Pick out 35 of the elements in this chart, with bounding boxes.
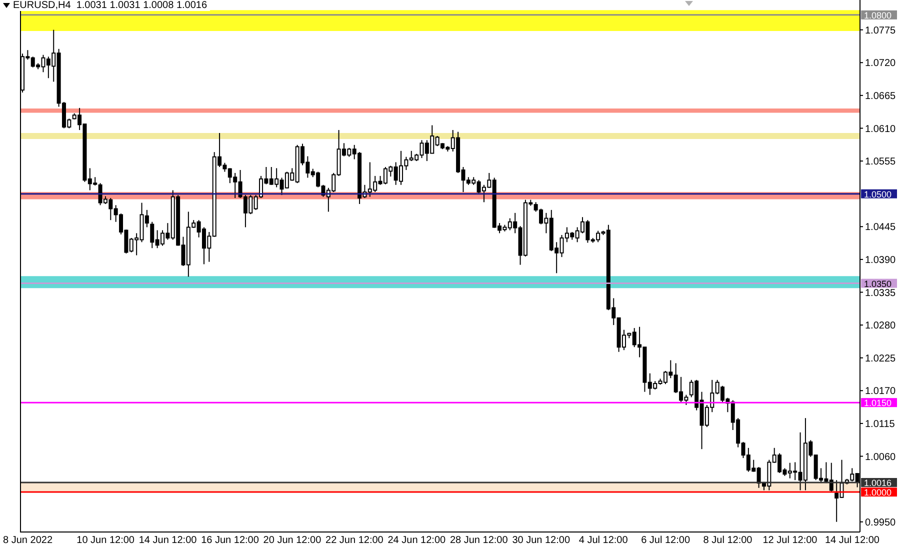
ref-line-label: 1.0000 — [864, 488, 892, 498]
y-tick-label: 1.0665 — [865, 90, 896, 102]
y-tick-label: 1.0610 — [865, 124, 896, 135]
x-tick-label: 10 Jun 12:00 — [76, 535, 135, 546]
x-tick-label: 22 Jun 12:00 — [326, 535, 384, 546]
y-tick-label: 1.0555 — [865, 156, 896, 168]
y-tick-label: 1.0720 — [865, 58, 896, 70]
y-tick-label: 1.0775 — [865, 25, 896, 36]
x-tick-label: 12 Jul 12:00 — [762, 535, 818, 546]
y-tick-label: 1.0335 — [865, 288, 896, 299]
y-tick-label: 0.9950 — [865, 517, 896, 528]
ref-line-label: 1.0800 — [864, 10, 892, 20]
x-tick-label: 4 Jul 12:00 — [578, 535, 628, 546]
x-tick-label: 6 Jul 12:00 — [641, 535, 690, 546]
y-tick-label: 1.0115 — [865, 419, 896, 430]
x-tick-label: 14 Jun 12:00 — [138, 535, 198, 546]
x-tick-label: 16 Jun 12:00 — [201, 535, 260, 546]
y-tick-label: 1.0390 — [865, 254, 896, 266]
x-tick-label: 30 Jun 12:00 — [512, 535, 570, 546]
y-tick-label: 1.0445 — [865, 222, 896, 234]
chart-title: EURUSD,H4 1.0031 1.0031 1.0008 1.0016 — [13, 0, 208, 11]
y-tick-label: 1.0060 — [865, 452, 896, 463]
y-tick-label: 1.0225 — [865, 353, 896, 364]
ref-line-label: 1.0150 — [864, 398, 892, 408]
x-tick-label: 8 Jun 2022 — [3, 535, 53, 546]
x-tick-label: 8 Jul 12:00 — [703, 535, 753, 546]
x-tick-label: 24 Jun 12:00 — [388, 535, 446, 546]
y-tick-label: 1.0170 — [865, 386, 896, 398]
x-tick-label: 28 Jun 12:00 — [450, 535, 508, 546]
x-tick-label: 20 Jun 12:00 — [263, 535, 322, 546]
ref-line-label: 1.0500 — [864, 189, 892, 200]
x-tick-label: 14 Jul 12:00 — [824, 535, 880, 546]
ref-line-label: 1.0016 — [864, 478, 892, 488]
y-tick-label: 1.0280 — [865, 320, 896, 332]
ref-line-label: 1.0350 — [864, 278, 892, 289]
